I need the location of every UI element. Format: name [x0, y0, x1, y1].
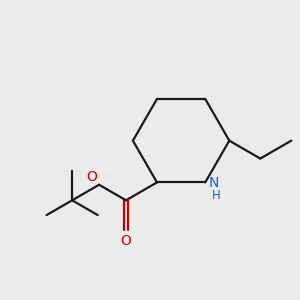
Text: N: N: [209, 176, 219, 190]
Text: O: O: [86, 169, 97, 184]
Text: H: H: [212, 189, 221, 202]
Text: O: O: [121, 234, 131, 248]
